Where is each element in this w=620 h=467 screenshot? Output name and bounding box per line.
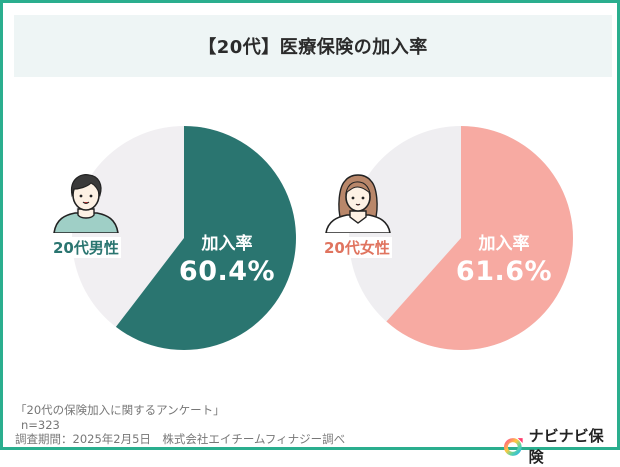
female-avatar-icon <box>323 171 393 234</box>
survey-name: 「20代の保険加入に関するアンケート」 <box>15 403 225 417</box>
brand-logo: ナビナビ保険 <box>503 425 617 467</box>
pie-slice-enrolled-male <box>115 126 296 350</box>
group-label-male: 20代男性 <box>51 237 121 258</box>
pie-svg-female <box>349 126 573 350</box>
navinavi-logo-icon <box>503 438 523 456</box>
title-band: 【20代】医療保険の加入率 <box>14 15 612 77</box>
sample-size: n=323 <box>21 417 60 432</box>
enrollment-label: 加入率 <box>201 234 253 254</box>
enrollment-label: 加入率 <box>478 234 530 254</box>
enrollment-value: 61.6% <box>455 256 553 287</box>
pie-inner-label-female: 加入率 61.6% <box>449 229 559 287</box>
group-label-female: 20代女性 <box>322 237 392 258</box>
pie-inner-label-male: 加入率 60.4% <box>172 229 282 287</box>
logo-text: ナビナビ保険 <box>528 427 604 466</box>
male-avatar-icon <box>51 171 121 234</box>
pie-svg-male <box>72 126 296 350</box>
survey-period: 調査期間：2025年2月5日 株式会社エイチームフィナジー調べ <box>15 432 346 446</box>
enrollment-value: 60.4% <box>178 256 276 287</box>
pie-chart-male: 加入率 60.4% <box>72 126 296 350</box>
survey-footnote: 「20代の保険加入に関するアンケート」 n=323 調査期間：2025年2月5日… <box>15 403 345 447</box>
pie-slice-enrolled-female <box>386 126 573 350</box>
pie-chart-female: 加入率 61.6% <box>349 126 573 350</box>
chart-title: 【20代】医療保険の加入率 <box>198 37 428 58</box>
